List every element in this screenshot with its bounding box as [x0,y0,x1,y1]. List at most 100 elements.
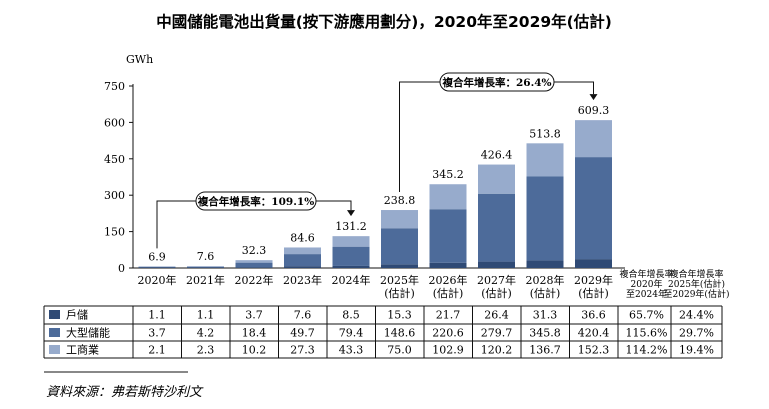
table-cell: 2.3 [197,344,215,357]
chart-title: 中國儲能電池出貨量(按下游應用劃分)，2020年至2029年(估計) [156,12,612,31]
legend-swatch [49,310,60,319]
data-table: 複合年增長率2020年至2024年複合年增長率2025年(估計)至2029年(估… [43,268,730,359]
cagr-column-header: 複合年增長率 [619,268,673,280]
table-cell: 3.7 [148,327,166,340]
bar-segment-commercial [429,184,467,210]
table-cell: 10.2 [242,344,267,357]
total-label: 6.9 [148,250,166,263]
total-label: 426.4 [481,149,513,162]
bar-segment-commercial [235,260,273,263]
bar-segment-utility [575,157,612,260]
legend-label: 工商業 [66,343,99,357]
table-cell: 26.4 [484,309,509,322]
table-cell: 43.3 [339,344,364,357]
total-label: 609.3 [578,104,610,117]
bar-segment-utility [138,266,176,268]
table-cell: 21.7 [436,309,461,322]
legend-swatch [49,328,60,337]
cagr-cell: 65.7% [629,309,664,322]
bar-segment-residential [526,260,564,268]
total-label: 84.6 [290,231,315,244]
cagr-annotations: 複合年增長率：109.1% 複合年增長率：26.4% [156,72,598,249]
legend-label: 戶儲 [66,309,88,322]
table-cell: 75.0 [387,344,412,357]
bar-segment-utility [235,262,273,268]
x-tick-label: 2029年 [574,273,613,287]
table-cell: 152.3 [578,344,610,357]
table-cell: 3.7 [245,309,263,322]
bar-segment-utility [478,193,515,262]
cagr-label: 複合年增長率：109.1% [197,195,314,208]
cagr-cell: 29.7% [679,327,714,340]
bar-segment-utility [429,209,467,263]
bar-segment-commercial [187,266,224,267]
x-tick-label: 2028年 [526,273,565,287]
total-label: 238.8 [384,194,416,207]
table-cell: 2.1 [148,344,166,357]
table-cell: 102.9 [432,344,464,357]
cagr-column-header: 複合年增長率 [669,268,723,280]
y-axis-unit: GWh [126,53,153,66]
legend-swatch [49,345,60,354]
cagr-column-header: 至2029年(估計) [664,288,730,300]
table-cell: 4.2 [197,327,215,340]
total-label: 513.8 [529,127,561,140]
x-tick-label: (估計) [530,286,561,300]
x-tick-label: (估計) [384,286,415,300]
bar-segment-residential [284,266,321,268]
y-tick-label: 0 [118,262,125,275]
x-tick-label: 2022年 [235,273,274,287]
bar-segment-utility [284,254,321,267]
table-cell: 27.3 [290,344,315,357]
y-tick-label: 750 [104,80,125,93]
x-tick-label: 2023年 [283,273,322,287]
bar-segment-residential [332,265,370,268]
bar-segment-residential [429,262,467,268]
total-label: 7.6 [197,250,215,263]
x-axis-labels: 2020年 2021年 2022年 2023年 2024年 2025年(估計)2026年(… [138,273,614,300]
table-cell: 7.6 [294,309,312,322]
bar-segment-commercial [284,247,321,255]
cagr-arrow-head [347,210,355,217]
x-tick-label: 2027年 [477,273,516,287]
table-cell: 345.8 [529,327,561,340]
cagr-arrow-head [589,94,598,101]
x-tick-label: 2024年 [332,273,371,287]
y-tick-label: 300 [104,189,125,202]
table-cell: 36.6 [581,309,606,322]
table-cell: 279.7 [481,327,513,340]
x-tick-label: 2025年 [380,273,419,287]
cagr-column-header: 2020年 [631,278,663,290]
table-cell: 79.4 [339,327,364,340]
x-tick-label: (估計) [578,286,609,300]
table-cell: 15.3 [387,309,412,322]
table-cell: 31.3 [533,309,558,322]
bar-segment-commercial [332,236,370,247]
cagr-label: 複合年增長率：26.4% [441,76,551,89]
cagr-bracket-line [156,200,196,249]
table-cell: 220.6 [432,327,464,340]
bars [138,120,612,268]
table-cell: 18.4 [242,327,267,340]
total-label: 131.2 [335,220,367,233]
source-note: 資料來源：弗若斯特沙利文 [46,384,204,400]
table-cell: 420.4 [578,327,610,340]
table-cell: 136.7 [529,344,561,357]
cagr-label-box [439,72,555,92]
cagr-bracket-line [316,200,352,211]
cagr-column-header: 2025年(估計) [668,278,725,290]
bar-segment-utility [381,228,418,265]
bar-segment-utility [332,246,370,266]
bar-segment-commercial [381,210,418,229]
table-cell: 1.1 [148,309,166,322]
x-tick-label: 2021年 [186,273,225,287]
bar-segment-residential [235,267,273,268]
bar-segment-residential [381,264,418,268]
total-label: 32.3 [242,244,267,257]
x-tick-label: 2020年 [138,273,177,287]
cagr-cell: 19.4% [679,344,714,357]
legend-label: 大型儲能 [66,326,110,340]
cagr-cell: 114.2% [626,344,668,357]
cagr-bracket-line [399,81,440,193]
cagr-column-header: 至2024年 [626,288,667,300]
